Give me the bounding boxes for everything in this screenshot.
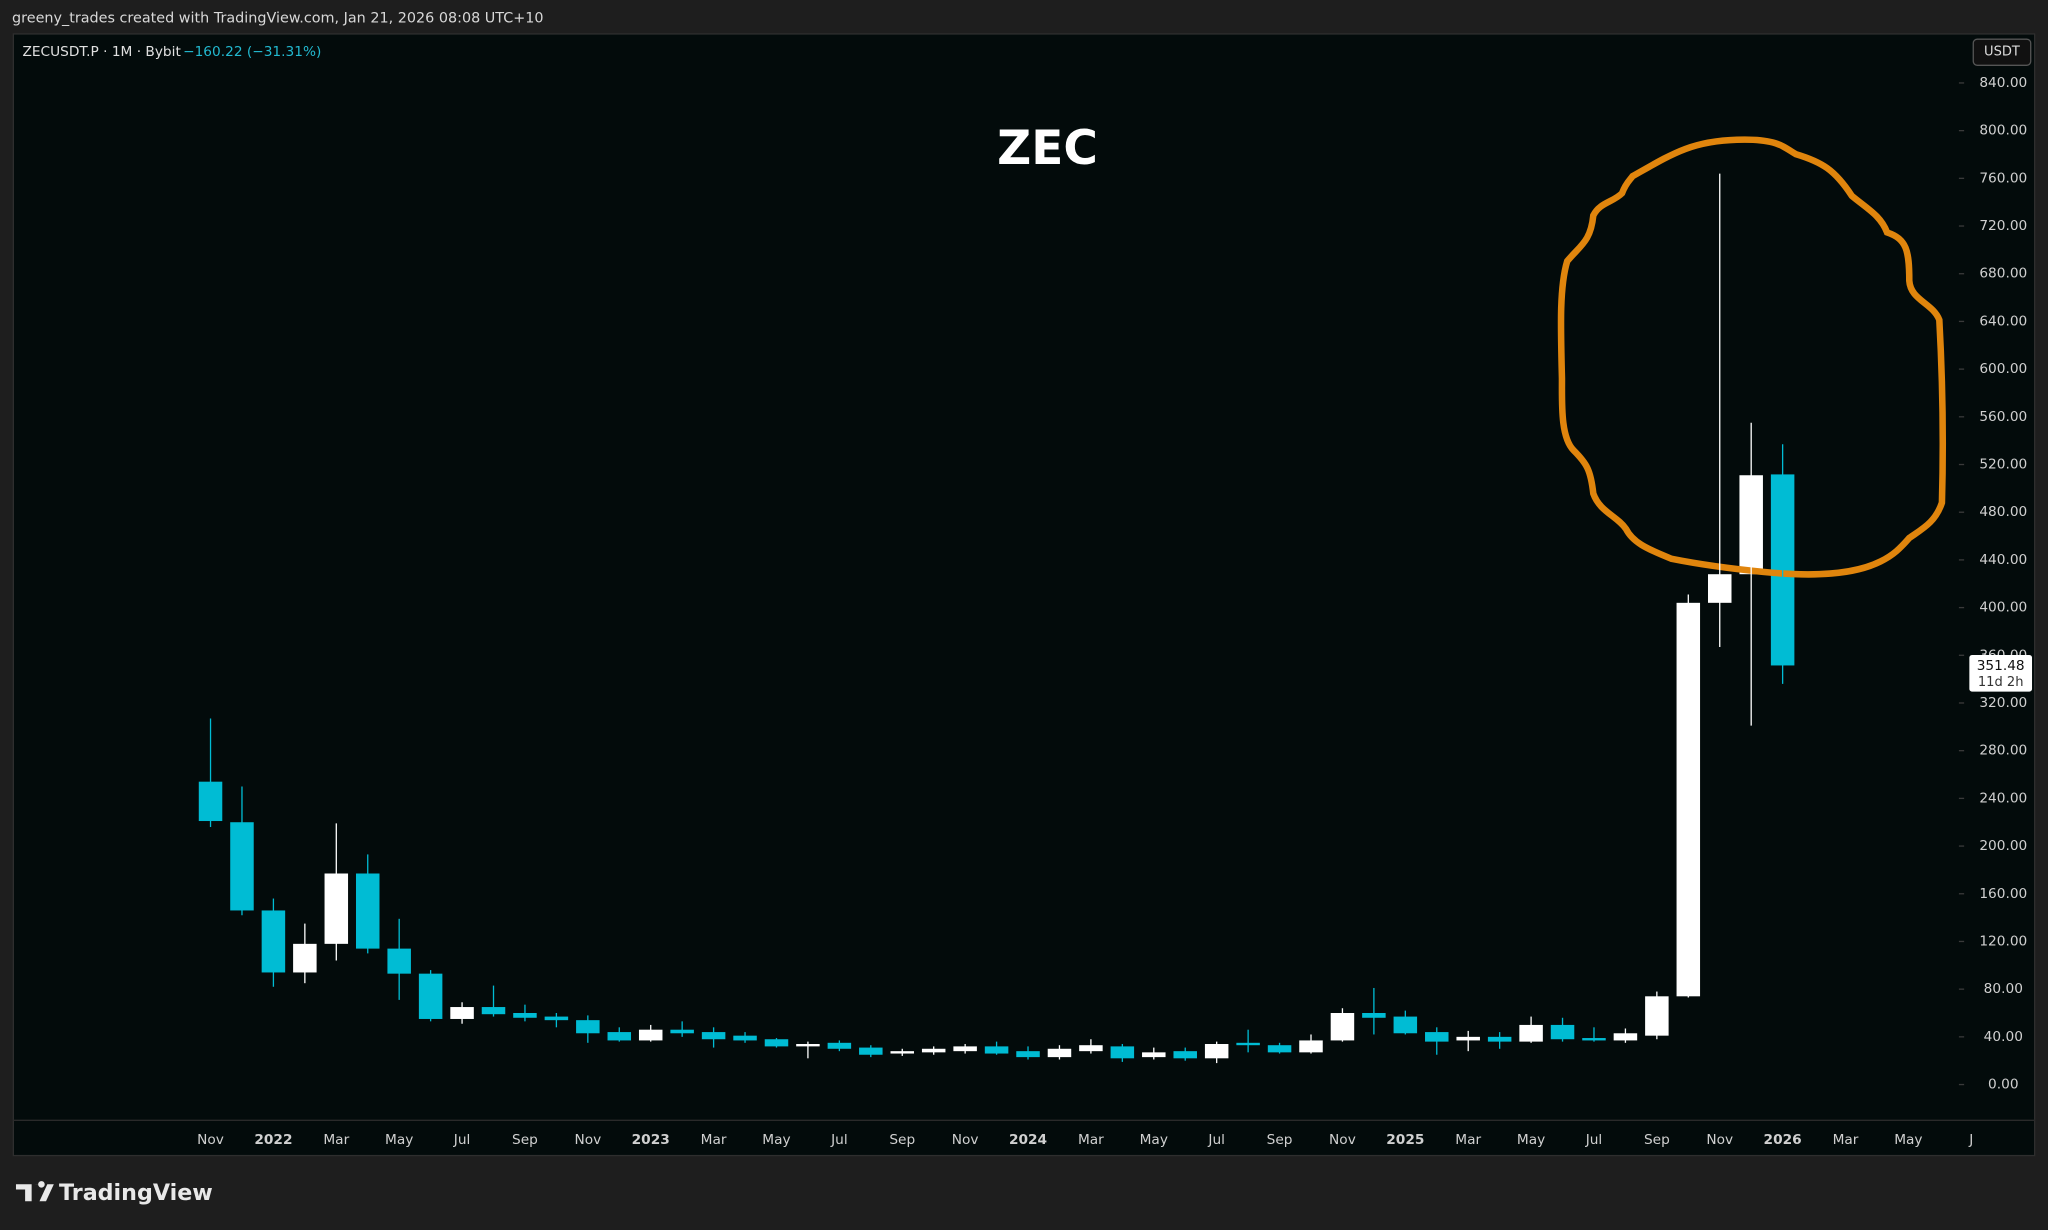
last-price: 351.48 xyxy=(1977,658,2025,674)
circle-annotation xyxy=(1557,136,1946,578)
y-tick-label: 760.00 xyxy=(1979,170,2027,186)
logo-mark xyxy=(15,1181,54,1202)
x-tick-label: Jul xyxy=(453,1132,471,1148)
change: −160.22 (−31.31%) xyxy=(183,44,321,60)
y-tick-label: 800.00 xyxy=(1979,123,2027,139)
y-tick-label: 320.00 xyxy=(1979,695,2027,711)
credit: greeny_trades created with TradingView.c… xyxy=(12,10,544,26)
x-tick-label: Mar xyxy=(323,1132,349,1148)
y-tick-label: 280.00 xyxy=(1979,743,2027,759)
countdown: 11d 2h xyxy=(1978,675,2024,690)
x-tick-label: Sep xyxy=(889,1132,915,1148)
x-tick-label: Nov xyxy=(952,1132,979,1148)
x-tick-label: J xyxy=(1968,1132,1973,1148)
y-tick-label: 400.00 xyxy=(1979,600,2027,616)
x-tick-label: Sep xyxy=(512,1132,538,1148)
x-tick-label: May xyxy=(385,1132,413,1148)
y-tick-label: 120.00 xyxy=(1979,933,2027,949)
y-tick-label: 680.00 xyxy=(1979,266,2027,282)
x-tick-label: 2022 xyxy=(254,1132,292,1148)
y-tick-label: 520.00 xyxy=(1979,457,2027,473)
x-tick-label: Nov xyxy=(574,1132,601,1148)
x-tick-label: Nov xyxy=(1329,1132,1356,1148)
x-tick-label: Mar xyxy=(1455,1132,1481,1148)
x-tick-label: 2023 xyxy=(632,1132,670,1148)
y-tick-label: 720.00 xyxy=(1979,218,2027,234)
x-tick-label: 2025 xyxy=(1386,1132,1424,1148)
x-tick-label: May xyxy=(1140,1132,1168,1148)
y-tick-label: 480.00 xyxy=(1979,504,2027,520)
x-tick-label: Jul xyxy=(1585,1132,1603,1148)
currency-button[interactable] xyxy=(1972,38,2032,66)
y-tick-label: 240.00 xyxy=(1979,790,2027,806)
x-tick-label: Jul xyxy=(830,1132,848,1148)
y-tick-label: 440.00 xyxy=(1979,552,2027,568)
y-tick-label: 40.00 xyxy=(1984,1029,2023,1045)
brand-logo: TradingView xyxy=(15,1180,213,1206)
x-tick-label: 2024 xyxy=(1009,1132,1047,1148)
x-tick-label: Sep xyxy=(1644,1132,1670,1148)
y-tick-label: 0.00 xyxy=(1988,1077,2019,1093)
y-tick-label: 840.00 xyxy=(1979,75,2027,91)
x-tick-label: Sep xyxy=(1267,1132,1293,1148)
brand: TradingView xyxy=(59,1180,213,1206)
x-tick-label: Jul xyxy=(1207,1132,1225,1148)
y-tick-label: 600.00 xyxy=(1979,361,2027,377)
y-tick-label: 160.00 xyxy=(1979,886,2027,902)
x-tick-label: 2026 xyxy=(1764,1132,1802,1148)
x-tick-label: Mar xyxy=(1833,1132,1859,1148)
y-tick-label: 80.00 xyxy=(1984,981,2023,997)
last-price-box xyxy=(1969,655,2033,692)
x-tick-label: May xyxy=(762,1132,790,1148)
x-tick-label: Mar xyxy=(1078,1132,1104,1148)
y-tick-label: 560.00 xyxy=(1979,409,2027,425)
y-tick-label: 200.00 xyxy=(1979,838,2027,854)
x-tick-label: May xyxy=(1894,1132,1922,1148)
symbol: ZECUSDT.P · 1M · Bybit xyxy=(23,44,182,60)
currency[interactable]: USDT xyxy=(1984,45,2020,60)
y-tick-label: 640.00 xyxy=(1979,313,2027,329)
x-tick-label: Nov xyxy=(197,1132,224,1148)
x-tick-label: Mar xyxy=(701,1132,727,1148)
x-tick-label: Nov xyxy=(1706,1132,1733,1148)
x-tick-label: May xyxy=(1517,1132,1545,1148)
chart-title: ZEC xyxy=(997,121,1098,176)
